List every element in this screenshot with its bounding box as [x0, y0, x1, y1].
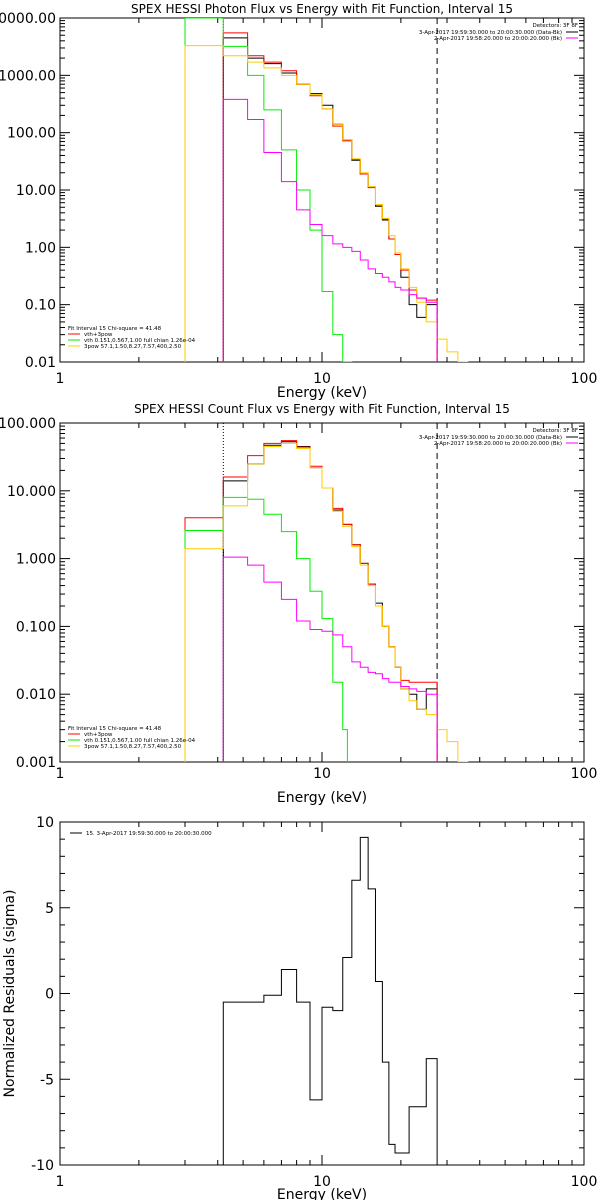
series-observed: [222, 441, 438, 762]
legend-entry: 3-Apr-2017 19:59:30.000 to 20:00:30.000 …: [419, 435, 562, 441]
plot-frame: [59, 821, 585, 1166]
legend-entry: 15. 3-Apr-2017 19:59:30.000 to 20:00:30.…: [86, 831, 212, 837]
chart-panel-3: 1 10 100 Energy (keV) -10 -5 0 5 10 Normalized Re…: [2, 815, 597, 1200]
y-tick-label: 10.00: [16, 183, 56, 199]
x-tick-label: 100: [571, 371, 598, 387]
x-tick-label: 1: [56, 1174, 65, 1190]
x-tick-label: 1: [56, 766, 65, 782]
x-tick-label: 10: [313, 371, 331, 387]
y-tick-label: 0: [45, 987, 54, 1003]
plot-area: [184, 18, 469, 362]
y-tick-label: 1000.00: [0, 68, 56, 84]
x-tick-label: 1: [56, 371, 65, 387]
x-tick-label: 100: [571, 1174, 598, 1190]
y-tick-label: 0.001: [16, 755, 56, 771]
series-residuals: [222, 836, 438, 1165]
x-axis-label: Energy (keV): [277, 1187, 367, 1200]
y-tick-label: 100.00: [7, 126, 56, 142]
y-tick-label: 10.000: [7, 484, 56, 500]
y-tick-label: -5: [40, 1072, 54, 1088]
legend-entry: vth+3pow: [84, 332, 113, 338]
y-tick-label: 10: [36, 815, 54, 831]
legend-entry: vth 0.151,0.567,1.00 full chian 1.26e-04: [84, 338, 196, 344]
x-tick-label: 100: [571, 766, 598, 782]
y-tick-label: 100.000: [0, 416, 56, 432]
chart-title: SPEX HESSI Count Flux vs Energy with Fit…: [134, 402, 510, 416]
legend-entry: 2-Apr-2017 19:58:20.000 to 20:00:20.000 …: [434, 36, 562, 42]
legend-entry: vth 0.151,0.567,1.00 full chian 1.26e-04: [84, 738, 196, 744]
series-3pow: [184, 45, 469, 362]
x-tick-label: 10: [313, 1174, 331, 1190]
y-tick-label: 10000.00: [0, 11, 56, 27]
y-tick-label: 0.10: [25, 298, 56, 314]
y-axis-label: Normalized Residuals (sigma): [2, 890, 18, 1098]
y-tick-label: 0.010: [16, 687, 56, 703]
series-observed: [222, 37, 438, 362]
legend-entry: 3-Apr-2017 19:59:30.000 to 20:00:30.000 …: [419, 30, 562, 36]
x-axis-label: Energy (keV): [277, 385, 367, 401]
chart-panel-2: SPEX HESSI Count Flux vs Energy with Fit…: [0, 402, 597, 806]
y-tick-label: -10: [31, 1158, 54, 1174]
plot-frame: [59, 17, 585, 363]
series-3pow: [184, 442, 469, 762]
legend-header: Detectors: 3F 8F: [532, 428, 578, 434]
plot-area: [184, 423, 469, 762]
y-tick-label: 0.100: [16, 619, 56, 635]
chart-title: SPEX HESSI Photon Flux vs Energy with Fi…: [131, 2, 513, 16]
y-tick-label: 0.01: [25, 355, 56, 371]
legend-header: Fit Interval 15 Chi-square = 41.48: [68, 726, 162, 732]
y-tick-label: 5: [45, 901, 54, 917]
series-total: [222, 32, 438, 362]
plot-area: [222, 836, 438, 1165]
legend-entry: vth+3pow: [84, 732, 113, 738]
x-axis-label: Energy (keV): [277, 790, 367, 806]
series-background: [222, 98, 438, 362]
x-tick-label: 10: [313, 766, 331, 782]
chart-panel-1: SPEX HESSI Photon Flux vs Energy with Fi…: [0, 2, 597, 401]
legend-entry: 3pow 57.1,1.50,8.27,7.57,400,2.50: [84, 744, 182, 750]
legend-header: Detectors: 3F 8F: [532, 23, 578, 29]
legend-entry: 2-Apr-2017 19:58:20.000 to 20:00:20.000 …: [434, 441, 562, 447]
series-vth: [184, 496, 348, 762]
y-tick-label: 1.00: [25, 240, 56, 256]
legend-entry: 3pow 57.1,1.50,8.27,7.57,400,2.50: [84, 344, 182, 350]
legend-header: Fit Interval 15 Chi-square = 41.48: [68, 326, 162, 332]
series-vth: [184, 18, 353, 362]
y-tick-label: 1.000: [16, 552, 56, 568]
series-background: [222, 556, 438, 762]
